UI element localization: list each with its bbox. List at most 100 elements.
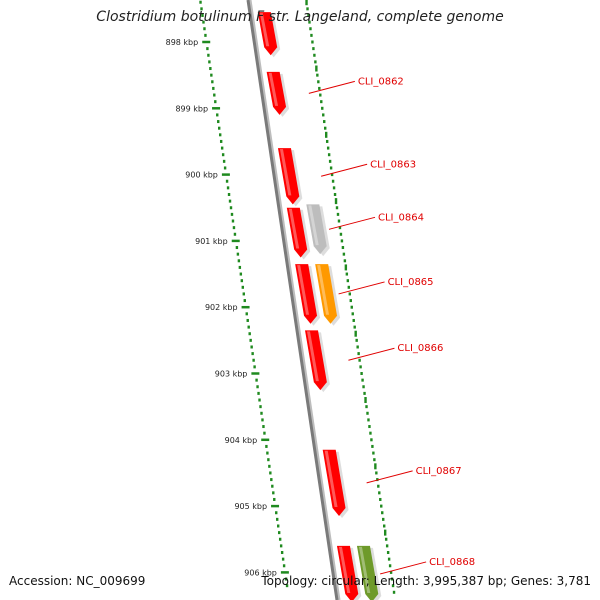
gene-highlight <box>308 205 319 246</box>
minor-tick <box>268 464 271 468</box>
track-dot <box>345 272 349 276</box>
minor-tick <box>277 524 280 528</box>
track-dot <box>311 40 314 44</box>
track-dot <box>386 551 390 555</box>
minor-tick <box>259 405 262 409</box>
track-dot <box>362 385 365 389</box>
track-dot <box>380 504 383 508</box>
map-title: Clostridium botulinum F str. Langeland, … <box>96 9 504 25</box>
minor-tick <box>278 537 282 541</box>
minor-tick <box>262 425 265 429</box>
track-dot <box>343 259 347 263</box>
gene-highlight <box>338 546 351 593</box>
gene-arrow <box>286 207 308 258</box>
track-dot <box>306 7 309 11</box>
track-dot <box>383 529 387 536</box>
gene-arrow <box>315 264 338 324</box>
minor-tick <box>219 139 223 143</box>
minor-tick <box>211 80 214 84</box>
minor-tick <box>276 517 279 521</box>
track-dot <box>360 372 363 375</box>
gene-arrow <box>322 449 346 517</box>
minor-tick <box>223 166 227 170</box>
track-dot <box>355 338 358 342</box>
minor-tick <box>218 126 221 130</box>
minor-tick <box>248 332 251 336</box>
minor-tick <box>245 312 248 316</box>
track-dot <box>364 397 367 404</box>
track-dot <box>329 166 333 170</box>
minor-tick <box>280 551 284 555</box>
gene-arrow <box>277 148 300 205</box>
track-dot <box>363 391 366 395</box>
backbone-line <box>246 0 339 600</box>
minor-tick <box>279 544 283 548</box>
gene-arrow <box>266 71 287 115</box>
gene-highlight <box>268 72 279 106</box>
track-dot <box>347 285 351 289</box>
gene-highlight <box>317 265 330 315</box>
minor-tick <box>209 67 212 71</box>
track-dot <box>332 186 336 190</box>
gene-label-layer: CLI_0862 CLI_0863 CLI_0864 CLI_0865 CLI_0866… <box>308 76 475 575</box>
track-dot <box>336 212 340 216</box>
track-dot <box>373 458 376 462</box>
track-dot <box>349 299 352 303</box>
minor-tick <box>201 13 204 17</box>
track-dot <box>316 73 319 77</box>
minor-tick <box>272 491 275 495</box>
track-dot <box>371 444 374 448</box>
track-dot <box>310 33 313 37</box>
gene-arrow <box>304 330 327 391</box>
track-dot <box>356 345 359 349</box>
minor-tick <box>216 113 219 117</box>
minor-tick <box>210 73 213 77</box>
track-dot <box>322 113 325 117</box>
minor-tick <box>256 385 259 389</box>
minor-tick <box>241 285 245 289</box>
track-dot <box>331 179 335 183</box>
minor-tick <box>282 564 286 568</box>
tick-layer: 898 kbp 899 kbp 900 kbp 901 kbp 902 kbp 903 k… <box>166 0 289 588</box>
track-dot <box>359 365 362 369</box>
track-dot <box>323 120 326 124</box>
track-dot <box>392 590 396 594</box>
track-dot <box>354 330 357 337</box>
track-dot <box>368 425 371 429</box>
track-dot <box>344 264 348 271</box>
minor-tick <box>261 418 264 422</box>
gene-label: CLI_0862 <box>358 76 404 87</box>
track-dot <box>324 131 328 138</box>
gene-highlight <box>324 450 338 508</box>
track-dot <box>341 246 345 250</box>
gene-arrow <box>257 12 278 56</box>
track-dot <box>314 60 317 64</box>
minor-tick <box>285 584 289 588</box>
minor-tick <box>220 146 224 150</box>
track-dot <box>388 564 392 568</box>
track-dot <box>365 405 368 409</box>
track-dot <box>382 517 385 521</box>
track-dot <box>366 411 369 415</box>
tick-label: 900 kbp <box>185 171 218 180</box>
track-dot <box>339 232 343 236</box>
minor-tick <box>249 338 252 342</box>
track-dot <box>378 491 381 495</box>
gene-arrow <box>295 264 318 324</box>
minor-tick <box>243 299 246 303</box>
track-dot <box>324 126 327 130</box>
minor-tick <box>267 458 270 462</box>
minor-tick <box>257 391 260 395</box>
minor-tick <box>235 246 239 250</box>
track-dot <box>330 173 334 177</box>
track-dot <box>353 325 356 329</box>
minor-tick <box>269 471 272 475</box>
tick-label: 905 kbp <box>234 502 267 511</box>
minor-tick <box>253 365 256 369</box>
gene-highlight <box>259 13 270 47</box>
track-dot <box>312 47 315 51</box>
track-dot <box>370 438 373 442</box>
track-dot <box>374 463 377 470</box>
track-dot <box>321 106 324 110</box>
track-dot <box>337 219 341 223</box>
